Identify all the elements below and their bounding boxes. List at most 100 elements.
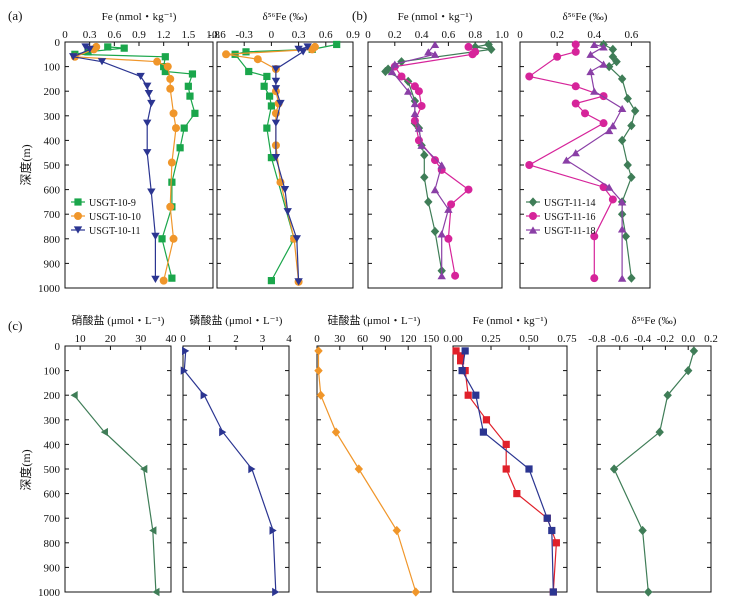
data-point (431, 156, 439, 165)
data-point (414, 87, 423, 96)
x-axis-label: 硝酸盐 (μmol・L⁻¹) (72, 313, 165, 327)
x-tick-label: 0.50 (519, 333, 539, 345)
x-axis-label: Fe (nmol・kg⁻¹) (473, 315, 548, 327)
data-point (245, 67, 253, 76)
data-point (166, 74, 175, 83)
data-point (147, 188, 156, 196)
data-point (621, 231, 631, 241)
data-point (158, 235, 166, 243)
data-point (149, 526, 157, 535)
x-tick-label: 1.0 (495, 29, 509, 41)
y-tick-label: 1000 (38, 587, 61, 599)
data-point (464, 42, 473, 51)
data-point (397, 57, 406, 67)
data-point (472, 391, 480, 399)
x-tick-label: 0 (517, 29, 523, 41)
data-point (655, 427, 664, 437)
series-nutrient_nitrate (70, 391, 160, 597)
x-tick-label: 0.6 (442, 29, 456, 41)
data-point (617, 274, 627, 282)
y-tick-label: 400 (44, 135, 61, 147)
data-point (663, 390, 672, 400)
plot-frame (316, 345, 432, 593)
x-tick-label: 1.2 (157, 29, 171, 41)
depth-label-top: 深度(m) (18, 144, 33, 185)
series-line (226, 46, 316, 282)
data-point (599, 119, 608, 128)
data-point (437, 161, 446, 169)
chart-c4: 0.00 0.25 0.50 0.75 Fe (nmol・kg⁻¹) (443, 315, 577, 596)
legend-label: USGT-10-9 (89, 198, 136, 209)
y-tick-label: 0 (55, 37, 61, 49)
data-point (513, 490, 521, 498)
x-tick-label: 0.6 (625, 29, 639, 41)
x-tick-label: 0.3 (292, 29, 306, 41)
series-line (73, 394, 157, 593)
series-line (527, 44, 614, 279)
data-point (184, 82, 192, 90)
data-point (81, 43, 90, 51)
panel-label-a: (a) (8, 8, 22, 23)
data-point (283, 208, 292, 216)
data-point (464, 391, 472, 399)
data-point (420, 150, 429, 160)
data-point (617, 104, 627, 113)
x-axis-label: 磷酸盐 (μmol・L⁻¹) (190, 313, 283, 327)
y-tick-label: 500 (44, 464, 61, 476)
data-point (169, 234, 178, 243)
y-tick-label: 400 (44, 439, 61, 451)
y-tick-label: 900 (44, 562, 61, 574)
data-point (525, 465, 533, 473)
data-point (452, 347, 460, 355)
data-point (548, 526, 556, 535)
data-point (222, 50, 231, 59)
x-tick-label: 0.2 (704, 333, 718, 345)
data-point (424, 197, 433, 207)
data-point (638, 525, 647, 536)
data-point (608, 52, 618, 62)
legend-label: USGT-10-11 (89, 226, 140, 237)
series-USGT-10-11 (271, 43, 312, 286)
data-point (168, 274, 176, 282)
x-tick-label: 0.8 (468, 29, 482, 41)
x-tick-label: -0.3 (235, 29, 253, 41)
chart-a1: 0 0.3 0.6 0.9 1.2 1.5 1.8 Fe (nmol・kg⁻¹) 0 100 200… (38, 11, 220, 295)
data-point (100, 427, 108, 437)
data-point (390, 60, 399, 68)
data-point (104, 43, 112, 51)
data-point (151, 275, 160, 283)
data-point (627, 121, 636, 131)
data-point (630, 106, 640, 116)
y-tick-label: 500 (44, 160, 61, 172)
data-point (163, 62, 172, 71)
data-point (314, 366, 323, 376)
series-c_fe_red (452, 347, 560, 596)
data-point (265, 92, 274, 100)
series-line (613, 350, 695, 593)
data-point (69, 53, 78, 61)
data-point (200, 391, 208, 400)
data-point (263, 72, 271, 81)
data-point (263, 124, 271, 132)
data-point (316, 390, 325, 400)
data-point (608, 195, 617, 204)
x-tick-label: 0.6 (319, 29, 333, 41)
data-point (617, 225, 627, 233)
data-point (608, 122, 618, 130)
x-tick-label: 0.4 (415, 29, 429, 41)
data-point (590, 87, 599, 95)
data-point (562, 156, 571, 164)
data-point (451, 271, 460, 280)
data-point (430, 186, 440, 194)
data-point (461, 347, 469, 355)
y-tick-label: 100 (44, 366, 61, 378)
legend-marker (528, 226, 538, 234)
data-point (430, 226, 440, 237)
data-point (144, 90, 154, 98)
data-point (152, 587, 160, 597)
y-tick-label: 1000 (38, 283, 61, 295)
series-USGT-11-18 (387, 40, 453, 280)
x-tick-label: 4 (286, 333, 292, 345)
